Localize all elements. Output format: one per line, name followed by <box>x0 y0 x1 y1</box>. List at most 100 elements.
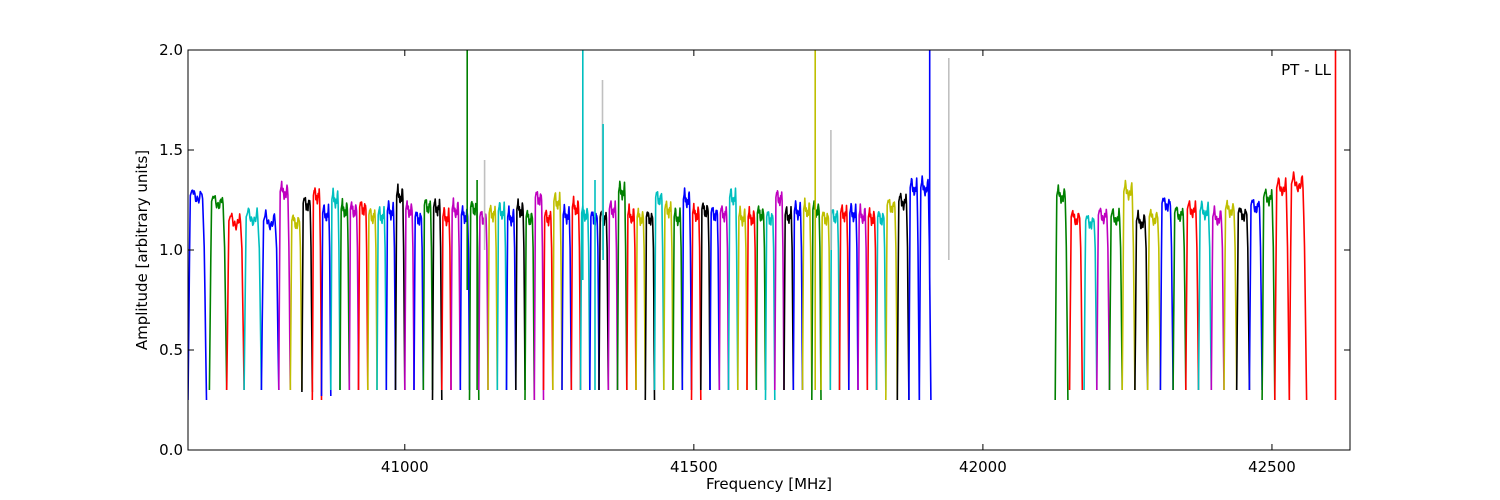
series-subband-line <box>260 209 280 391</box>
y-axis-label: Amplitude [arbitrary units] <box>133 150 151 350</box>
series-subband-line <box>690 202 702 401</box>
series-subband-line <box>866 207 878 391</box>
series-subband-line <box>376 205 388 391</box>
series-subband-line <box>700 202 711 391</box>
series-subband-line <box>1083 215 1098 391</box>
y-tick-label: 0.5 <box>159 341 183 359</box>
series-subband-line <box>1121 179 1136 391</box>
series-subband-line <box>607 200 619 391</box>
series-subband-line <box>524 209 536 401</box>
series-subband-line <box>727 187 739 391</box>
series-subband-line <box>533 191 545 401</box>
series-subband-line <box>848 202 859 391</box>
series-subband-line <box>755 205 767 391</box>
series-subband-line <box>709 206 721 391</box>
series-subband-line <box>857 203 869 391</box>
series-subband-line <box>208 195 228 391</box>
series-subband-line <box>875 211 887 391</box>
series-subband-line <box>413 211 425 391</box>
series-subband-line <box>542 209 554 391</box>
series-subband-line <box>561 203 573 391</box>
series-subband-line <box>653 191 665 391</box>
series-subband-line <box>1197 200 1213 391</box>
series-subband-line <box>243 207 263 391</box>
series-subband-line <box>1185 200 1200 391</box>
y-tick-label: 1.5 <box>159 141 183 159</box>
series-subband-line <box>908 177 921 401</box>
plot-area <box>188 50 1350 450</box>
series-subband-line <box>422 199 434 391</box>
series-subband-line <box>811 200 822 401</box>
series-subband-line <box>774 190 785 391</box>
series-subband-line <box>339 197 351 391</box>
series-subband-line <box>487 204 499 391</box>
series-subband-line <box>1172 206 1187 391</box>
series-subband-line <box>672 207 684 391</box>
series-subband-line <box>1146 208 1162 391</box>
series-subband-line <box>1210 205 1225 391</box>
x-axis-label: Frequency [MHz] <box>706 475 832 493</box>
series-subband-line <box>1235 207 1251 391</box>
series-subband-line <box>644 211 656 401</box>
series-subband-line <box>394 183 406 391</box>
series-subband-line <box>348 201 360 391</box>
series-subband-line <box>450 197 462 391</box>
series-subband-line <box>478 210 489 391</box>
series-subband-line <box>820 211 832 391</box>
series-subband-line <box>320 203 332 397</box>
series-layer <box>188 50 1337 401</box>
series-subband-line <box>1274 177 1291 401</box>
series-subband-line <box>225 212 245 391</box>
series-subband-line <box>792 200 804 391</box>
series-subband-line <box>1054 184 1069 401</box>
y-tick-label: 1.0 <box>159 241 183 259</box>
series-subband-line <box>737 205 748 391</box>
series-subband-line <box>311 187 323 401</box>
series-subband-line <box>829 209 841 391</box>
x-tick-label: 41500 <box>670 458 718 476</box>
series-subband-line <box>896 192 910 401</box>
series-subband-line <box>301 196 314 393</box>
series-subband-line <box>885 198 899 401</box>
y-tick-label: 2.0 <box>159 41 183 59</box>
series-subband-line <box>505 205 517 391</box>
series-subband-line <box>838 204 850 391</box>
series-subband-line <box>663 200 674 391</box>
series-subband-line <box>718 205 730 391</box>
series-subband-line <box>367 208 378 391</box>
series-subband-line <box>1288 171 1308 401</box>
series-subband-line <box>616 180 628 391</box>
series-subband-line <box>431 198 443 401</box>
series-subband-line <box>385 200 397 391</box>
y-tick-label: 0.0 <box>159 441 183 459</box>
series-subband-line <box>357 201 369 391</box>
series-subband-line <box>1248 199 1263 391</box>
x-tick-label: 41000 <box>381 458 429 476</box>
series-subband-line <box>441 207 452 391</box>
series-subband-line <box>496 201 508 391</box>
series-subband-line <box>635 207 647 391</box>
series-subband-line <box>1134 209 1149 391</box>
x-tick-label: 42000 <box>959 458 1007 476</box>
series-subband-line <box>278 180 292 391</box>
series-subband-line <box>1108 207 1123 391</box>
series-subband-line <box>515 198 526 391</box>
series-subband-line <box>330 187 341 391</box>
series-subband-line <box>570 195 582 391</box>
plot-frame <box>187 49 1351 451</box>
series-subband-line <box>1223 199 1238 391</box>
series-subband-line <box>1159 197 1174 391</box>
series-subband-line <box>289 214 303 391</box>
x-tick-label: 42500 <box>1248 458 1296 476</box>
series-subband-line <box>801 197 813 391</box>
series-subband-line <box>783 205 795 391</box>
series-subband-line <box>1096 207 1111 391</box>
series-subband-line <box>188 189 208 401</box>
series-subband-line <box>681 187 693 391</box>
chart-annotation: PT - LL <box>1281 61 1332 79</box>
series-subband-line <box>404 200 415 391</box>
series-subband-line <box>626 203 637 391</box>
series-subband-line <box>552 191 563 391</box>
series-subband-line <box>764 211 776 401</box>
